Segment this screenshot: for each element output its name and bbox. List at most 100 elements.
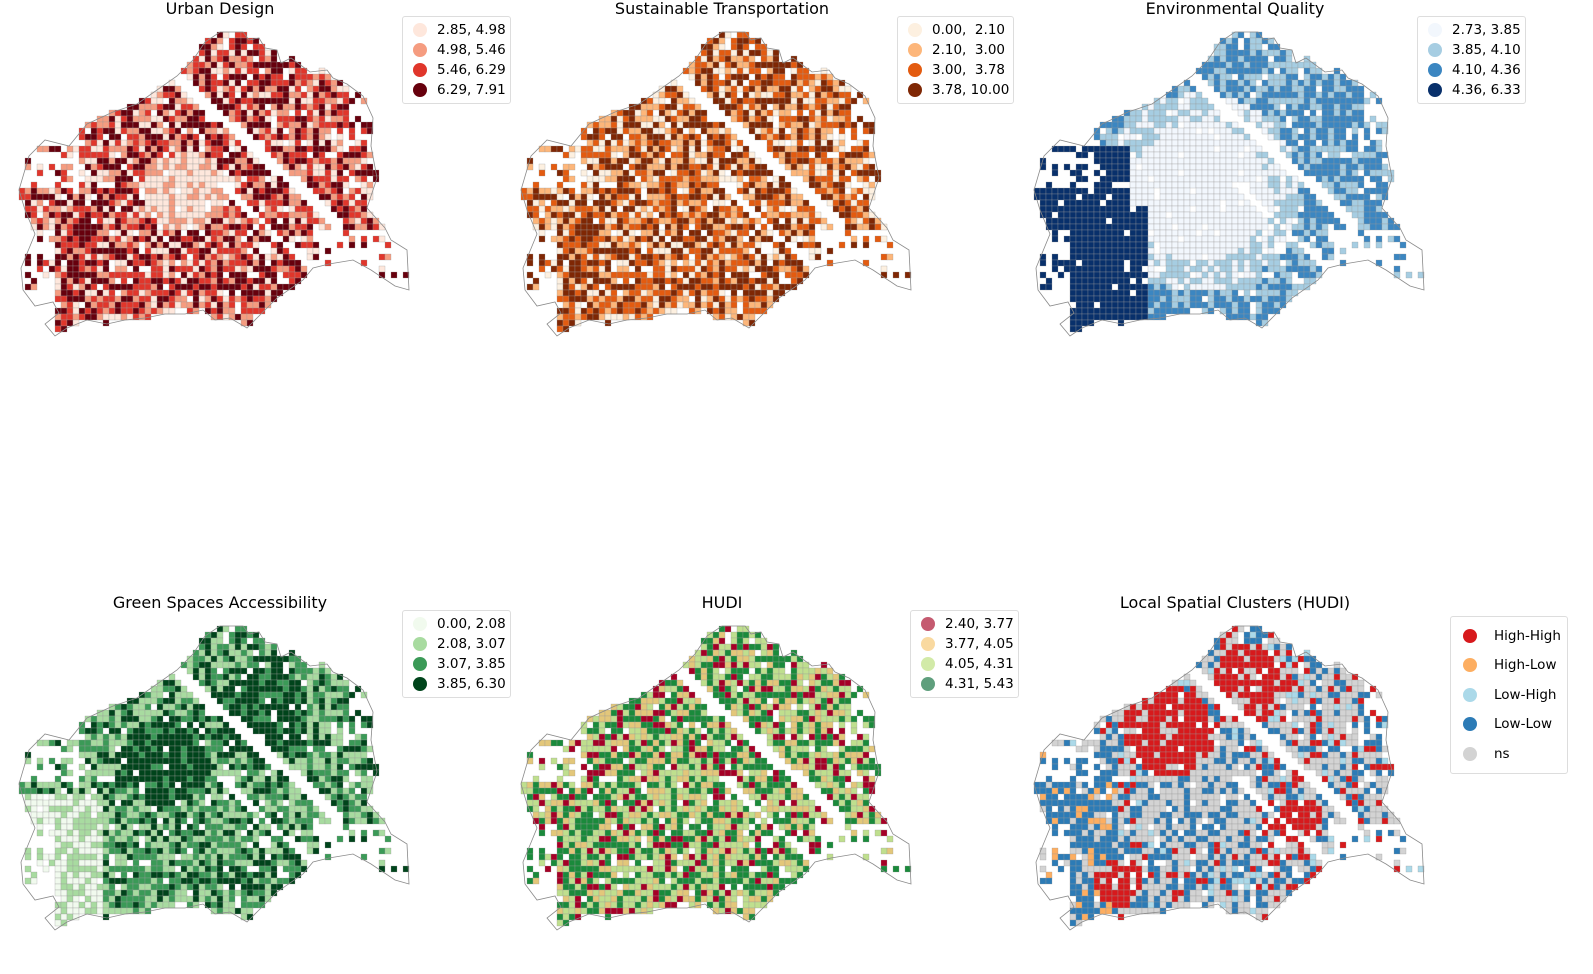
map-cell bbox=[60, 253, 68, 261]
map-cell bbox=[168, 265, 176, 273]
map-cell bbox=[54, 283, 62, 291]
map-cell bbox=[96, 175, 104, 183]
map-cell bbox=[1147, 205, 1155, 213]
map-cell bbox=[54, 253, 62, 261]
map-cell bbox=[174, 235, 182, 243]
map-cell bbox=[1327, 91, 1335, 99]
map-cell bbox=[1093, 235, 1101, 243]
map-cell bbox=[1267, 79, 1275, 87]
map-cell bbox=[84, 259, 92, 267]
map-cell bbox=[736, 43, 744, 51]
map-cell bbox=[204, 91, 212, 99]
map-cell bbox=[658, 307, 666, 315]
map-cell bbox=[1159, 187, 1167, 195]
map-cell bbox=[1333, 181, 1341, 189]
map-cell bbox=[538, 259, 546, 267]
map-cell bbox=[718, 79, 726, 87]
map-cell bbox=[1237, 223, 1245, 231]
map-cell bbox=[610, 301, 618, 309]
map-cell bbox=[294, 217, 302, 225]
map-cell bbox=[210, 67, 218, 75]
map-cell bbox=[718, 61, 726, 69]
map-cell bbox=[646, 301, 654, 309]
map-cell bbox=[706, 163, 714, 171]
map-cell bbox=[336, 109, 344, 117]
map-cell bbox=[796, 133, 804, 141]
map-cell bbox=[186, 157, 194, 165]
map-cell bbox=[724, 73, 732, 81]
map-cell bbox=[216, 61, 224, 69]
map-cell bbox=[604, 253, 612, 261]
map-cell bbox=[604, 235, 612, 243]
map-cell bbox=[300, 235, 308, 243]
map-cell bbox=[234, 229, 242, 237]
map-cell bbox=[820, 139, 828, 147]
map-cell bbox=[712, 97, 720, 105]
map-cell bbox=[814, 253, 822, 261]
map-cell bbox=[1285, 133, 1293, 141]
map-cell bbox=[1297, 157, 1305, 165]
map-cell bbox=[318, 103, 326, 111]
map-cell bbox=[1231, 229, 1239, 237]
map-cell bbox=[778, 103, 786, 111]
map-cell bbox=[60, 205, 68, 213]
map-cell bbox=[222, 49, 230, 57]
map-cell bbox=[144, 217, 152, 225]
map-cell bbox=[586, 139, 594, 147]
map-cell bbox=[1285, 85, 1293, 93]
map-cell bbox=[640, 211, 648, 219]
map-cell bbox=[568, 175, 576, 183]
map-cell bbox=[766, 85, 774, 93]
map-cell bbox=[724, 217, 732, 225]
map-cell bbox=[1225, 205, 1233, 213]
map-cell bbox=[132, 265, 140, 273]
map-cell bbox=[1201, 169, 1209, 177]
map-cell bbox=[730, 241, 738, 249]
map-cell bbox=[616, 127, 624, 135]
map-cell bbox=[252, 67, 260, 75]
map-cell bbox=[300, 199, 308, 207]
map-cell bbox=[78, 241, 86, 249]
map-cell bbox=[760, 295, 768, 303]
map-cell bbox=[1045, 277, 1053, 285]
map-cell bbox=[114, 199, 122, 207]
map-cell bbox=[742, 223, 750, 231]
map-cell bbox=[796, 73, 804, 81]
map-cell bbox=[330, 199, 338, 207]
map-cell bbox=[1315, 271, 1323, 279]
map-cell bbox=[808, 211, 816, 219]
map-cell bbox=[1267, 43, 1275, 51]
map-cell bbox=[736, 175, 744, 183]
map-cell bbox=[234, 43, 242, 51]
map-cell bbox=[790, 265, 798, 273]
map-cell bbox=[132, 259, 140, 267]
map-cell bbox=[1177, 103, 1185, 111]
map-cell bbox=[180, 163, 188, 171]
map-cell bbox=[778, 175, 786, 183]
map-cell bbox=[258, 235, 266, 243]
map-cell bbox=[814, 91, 822, 99]
map-cell bbox=[706, 247, 714, 255]
map-cell bbox=[66, 229, 74, 237]
map-cell bbox=[294, 109, 302, 117]
map-cell bbox=[802, 169, 810, 177]
map-cell bbox=[1327, 145, 1335, 153]
map-cell bbox=[706, 79, 714, 87]
map-cell bbox=[1159, 145, 1167, 153]
map-cell bbox=[556, 229, 564, 237]
map-cell bbox=[1255, 163, 1263, 171]
map-cell bbox=[162, 265, 170, 273]
map-cell bbox=[150, 217, 158, 225]
map-cell bbox=[84, 133, 92, 141]
map-cell bbox=[1273, 49, 1281, 57]
map-cell bbox=[652, 301, 660, 309]
map-cell bbox=[670, 229, 678, 237]
map-cell bbox=[1327, 211, 1335, 219]
map-cell bbox=[718, 277, 726, 285]
map-cell bbox=[1327, 115, 1335, 123]
map-cell bbox=[1309, 223, 1317, 231]
map-cell bbox=[586, 211, 594, 219]
map-cell bbox=[772, 217, 780, 225]
map-cell bbox=[1375, 157, 1383, 165]
map-cell bbox=[742, 289, 750, 297]
